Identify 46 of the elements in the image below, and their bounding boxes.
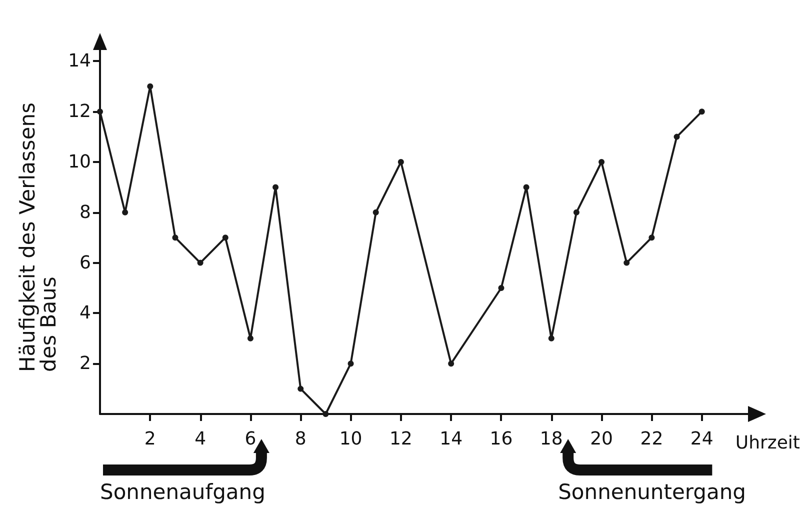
point — [122, 209, 128, 216]
point — [648, 234, 655, 241]
point — [498, 285, 504, 291]
x-tick-label: 14 — [440, 428, 463, 450]
x-tick-label: 20 — [590, 428, 613, 450]
x-tick-label: 12 — [389, 428, 412, 450]
y-tick-label: 4 — [80, 302, 91, 324]
point — [247, 335, 254, 342]
point — [348, 360, 354, 367]
point — [398, 159, 404, 165]
text: Sonnenaufgang — [100, 480, 266, 504]
y-tick-label: 14 — [68, 50, 91, 72]
point — [523, 184, 530, 190]
y-axis-title: Häufigkeit des Verlassens des Baus — [16, 96, 60, 372]
x-tick-label: 6 — [244, 428, 256, 450]
point — [548, 335, 554, 342]
point — [147, 83, 154, 90]
point — [272, 184, 279, 190]
point — [674, 134, 680, 140]
y-tick-label: 6 — [80, 252, 91, 274]
x-tick-label: 22 — [640, 428, 664, 450]
point — [197, 260, 204, 266]
x-tick-label: 24 — [690, 428, 714, 450]
point — [172, 234, 178, 241]
point — [448, 360, 454, 367]
x-tick-label: 4 — [194, 428, 206, 450]
point — [298, 386, 304, 392]
point — [624, 260, 630, 266]
y-tick-label: 8 — [80, 202, 91, 223]
point — [222, 234, 228, 241]
point — [598, 159, 605, 165]
x-axis-title: Uhrzeit — [735, 432, 800, 454]
x-tick-label: 2 — [144, 428, 156, 450]
x-tick-label: 8 — [294, 428, 306, 450]
x-tick-label: 18 — [540, 428, 563, 450]
point — [698, 108, 705, 115]
y-tick-label: 10 — [68, 152, 91, 172]
x-tick-label: 16 — [490, 428, 513, 450]
y-tick-label: 12 — [68, 101, 91, 122]
point — [322, 411, 329, 417]
point — [372, 209, 379, 216]
point — [573, 209, 580, 216]
point — [97, 108, 103, 115]
y-tick-label: 2 — [80, 353, 91, 374]
x-tick-label: 10 — [339, 428, 362, 450]
text: Sonnenuntergang — [558, 480, 746, 504]
